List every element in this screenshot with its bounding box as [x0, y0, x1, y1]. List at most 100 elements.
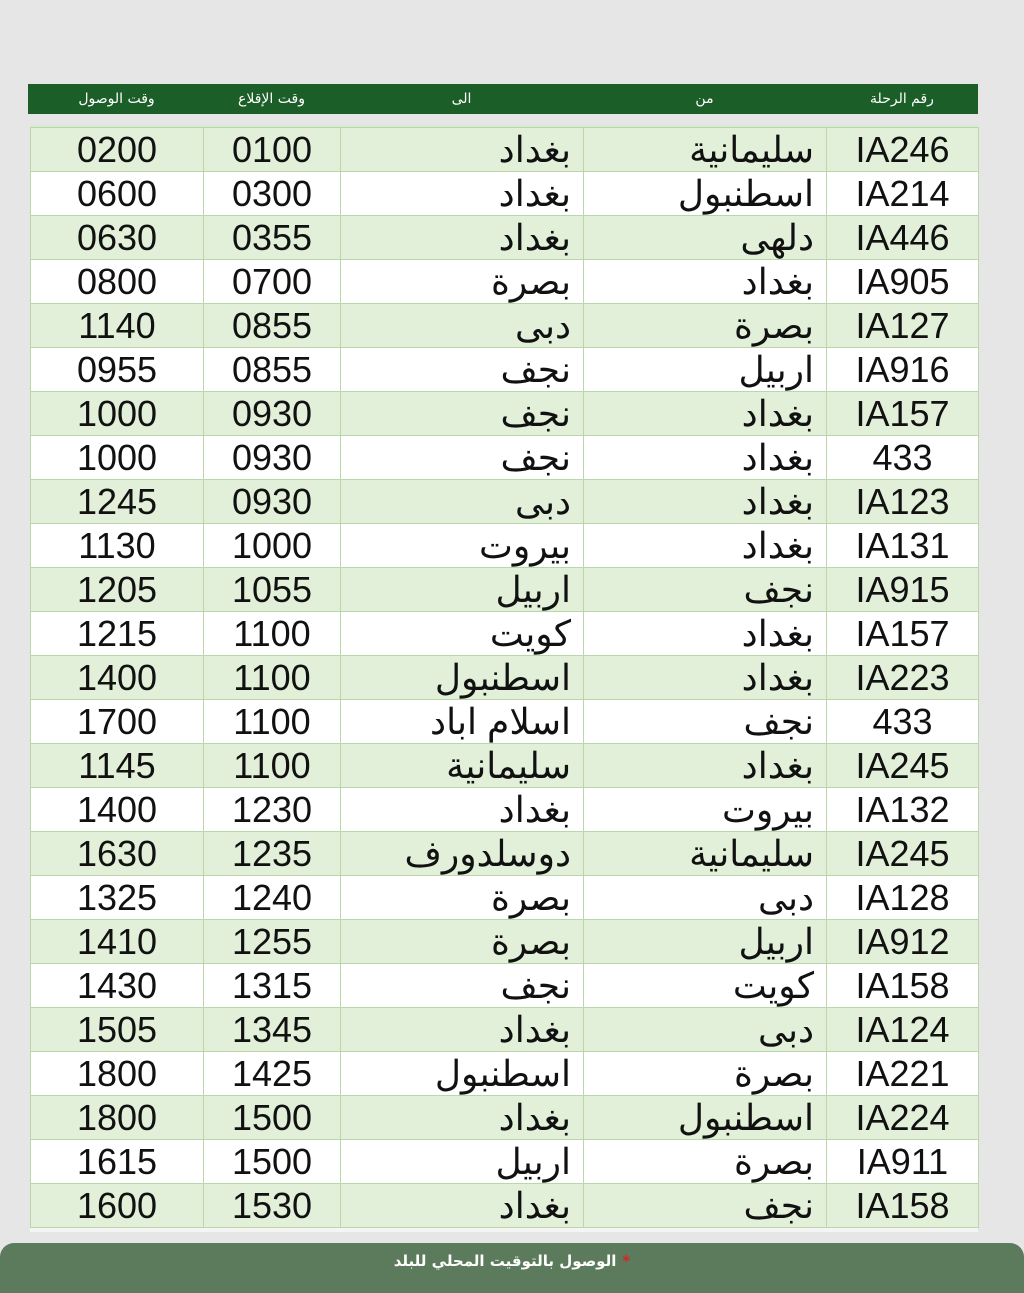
to-city-cell: اربيل — [340, 1139, 584, 1184]
flight-number-cell: IA128 — [826, 875, 979, 920]
asterisk: * — [622, 1252, 631, 1270]
departure-time-cell: 1100 — [203, 743, 341, 788]
footer-note-text: الوصول بالتوقيت المحلي للبلد — [393, 1252, 617, 1270]
departure-time-cell: 0100 — [203, 127, 341, 172]
arrival-time-cell: 0200 — [30, 127, 204, 172]
arrival-time-cell: 1000 — [30, 435, 204, 480]
from-city-cell: بغداد — [583, 479, 827, 524]
flight-number-cell: IA224 — [826, 1095, 979, 1140]
from-city-cell: اسطنبول — [583, 1095, 827, 1140]
flight-number-cell: IA221 — [826, 1051, 979, 1096]
arrival-time-cell: 0630 — [30, 215, 204, 260]
table-row: IA158 نجف بغداد 1530 1600 — [30, 1183, 979, 1228]
departure-time-cell: 1235 — [203, 831, 341, 876]
departure-time-cell: 1500 — [203, 1139, 341, 1184]
arrival-time-cell: 1325 — [30, 875, 204, 920]
to-city-cell: اسلام اباد — [340, 699, 584, 744]
header-from: من — [695, 91, 714, 107]
departure-time-cell: 0700 — [203, 259, 341, 304]
departure-time-cell: 1100 — [203, 611, 341, 656]
arrival-time-cell: 1215 — [30, 611, 204, 656]
to-city-cell: نجف — [340, 963, 584, 1008]
departure-time-cell: 0930 — [203, 391, 341, 436]
from-city-cell: كويت — [583, 963, 827, 1008]
table-row: IA912 اربيل بصرة 1255 1410 — [30, 919, 979, 964]
flight-number-cell: 433 — [826, 435, 979, 480]
table-row: IA157 بغداد نجف 0930 1000 — [30, 391, 979, 436]
arrival-time-cell: 1615 — [30, 1139, 204, 1184]
flight-number-cell: IA158 — [826, 1183, 979, 1228]
departure-time-cell: 1500 — [203, 1095, 341, 1140]
departure-time-cell: 1345 — [203, 1007, 341, 1052]
departure-time-cell: 1315 — [203, 963, 341, 1008]
header-departure: وقت الإقلاع — [238, 91, 305, 107]
flight-number-cell: IA905 — [826, 259, 979, 304]
from-city-cell: اربيل — [583, 919, 827, 964]
to-city-cell: بيروت — [340, 523, 584, 568]
flight-number-cell: IA214 — [826, 171, 979, 216]
from-city-cell: اسطنبول — [583, 171, 827, 216]
arrival-time-cell: 1400 — [30, 787, 204, 832]
departure-time-cell: 0300 — [203, 171, 341, 216]
arrival-time-cell: 1400 — [30, 655, 204, 700]
departure-time-cell: 1255 — [203, 919, 341, 964]
flight-number-cell: IA915 — [826, 567, 979, 612]
arrival-time-cell: 1600 — [30, 1183, 204, 1228]
to-city-cell: بغداد — [340, 215, 584, 260]
flight-number-cell: IA127 — [826, 303, 979, 348]
departure-time-cell: 1425 — [203, 1051, 341, 1096]
departure-time-cell: 1100 — [203, 655, 341, 700]
departure-time-cell: 0855 — [203, 347, 341, 392]
departure-time-cell: 1100 — [203, 699, 341, 744]
table-row: IA915 نجف اربيل 1055 1205 — [30, 567, 979, 612]
arrival-time-cell: 1800 — [30, 1095, 204, 1140]
to-city-cell: بصرة — [340, 259, 584, 304]
departure-time-cell: 1230 — [203, 787, 341, 832]
from-city-cell: بغداد — [583, 611, 827, 656]
to-city-cell: بغداد — [340, 1183, 584, 1228]
departure-time-cell: 0930 — [203, 479, 341, 524]
arrival-time-cell: 1630 — [30, 831, 204, 876]
table-row: IA905 بغداد بصرة 0700 0800 — [30, 259, 979, 304]
from-city-cell: نجف — [583, 567, 827, 612]
arrival-time-cell: 1245 — [30, 479, 204, 524]
from-city-cell: سليمانية — [583, 127, 827, 172]
from-city-cell: دلهى — [583, 215, 827, 260]
to-city-cell: بغداد — [340, 1007, 584, 1052]
flight-number-cell: IA916 — [826, 347, 979, 392]
table-row: IA245 بغداد سليمانية 1100 1145 — [30, 743, 979, 788]
to-city-cell: بغداد — [340, 1095, 584, 1140]
table-row: 433 بغداد نجف 0930 1000 — [30, 435, 979, 480]
to-city-cell: بغداد — [340, 171, 584, 216]
table-row: IA131 بغداد بيروت 1000 1130 — [30, 523, 979, 568]
flight-number-cell: IA245 — [826, 743, 979, 788]
from-city-cell: بغداد — [583, 655, 827, 700]
from-city-cell: بصرة — [583, 1051, 827, 1096]
flight-number-cell: IA223 — [826, 655, 979, 700]
header-arrival: وقت الوصول — [78, 91, 155, 107]
to-city-cell: اسطنبول — [340, 655, 584, 700]
flight-number-cell: IA157 — [826, 391, 979, 436]
flight-number-cell: IA132 — [826, 787, 979, 832]
table-header: رقم الرحلة من الى وقت الإقلاع وقت الوصول — [28, 84, 978, 114]
table-row: IA214 اسطنبول بغداد 0300 0600 — [30, 171, 979, 216]
from-city-cell: بغداد — [583, 391, 827, 436]
table-row: IA916 اربيل نجف 0855 0955 — [30, 347, 979, 392]
flight-number-cell: IA158 — [826, 963, 979, 1008]
arrival-time-cell: 0800 — [30, 259, 204, 304]
to-city-cell: نجف — [340, 391, 584, 436]
from-city-cell: بغداد — [583, 435, 827, 480]
arrival-time-cell: 1800 — [30, 1051, 204, 1096]
flight-number-cell: 433 — [826, 699, 979, 744]
arrival-time-cell: 0955 — [30, 347, 204, 392]
from-city-cell: بغداد — [583, 523, 827, 568]
from-city-cell: نجف — [583, 1183, 827, 1228]
from-city-cell: دبى — [583, 875, 827, 920]
departure-time-cell: 1240 — [203, 875, 341, 920]
from-city-cell: اربيل — [583, 347, 827, 392]
from-city-cell: بيروت — [583, 787, 827, 832]
table-row: IA446 دلهى بغداد 0355 0630 — [30, 215, 979, 260]
flight-number-cell: IA157 — [826, 611, 979, 656]
departure-time-cell: 0855 — [203, 303, 341, 348]
from-city-cell: دبى — [583, 1007, 827, 1052]
